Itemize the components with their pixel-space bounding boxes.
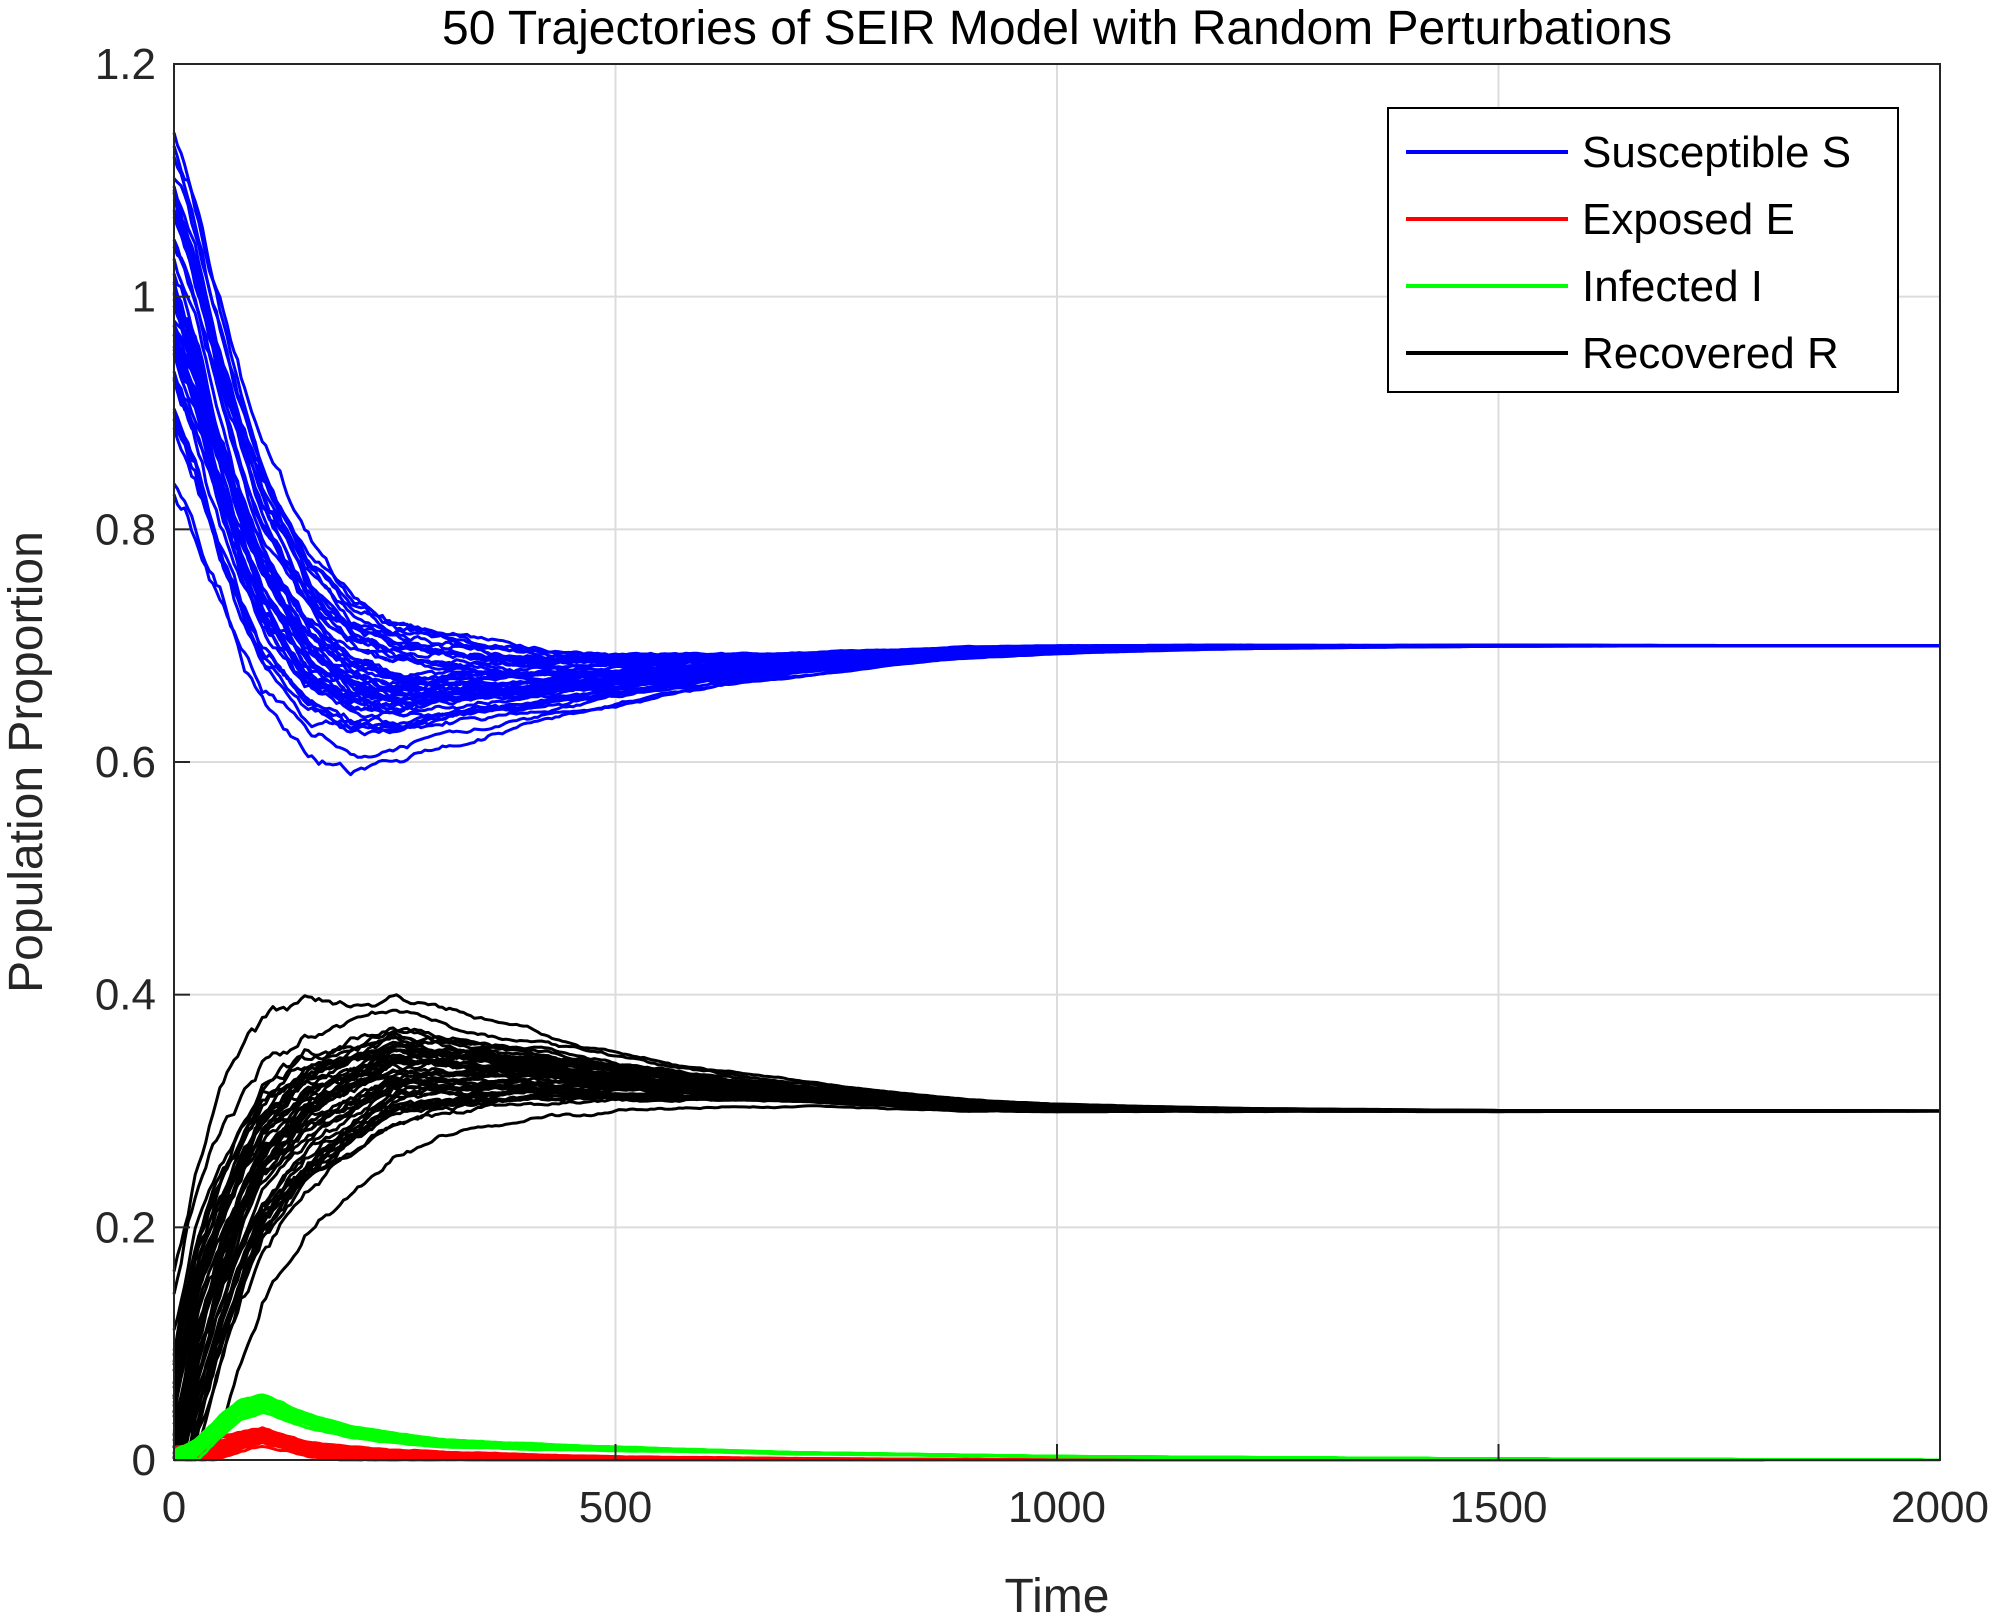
y-tick-label: 1: [132, 273, 156, 322]
series-susceptible-s: [172, 132, 1941, 777]
x-tick-label: 2000: [1891, 1483, 1989, 1532]
y-tick-label: 1.2: [95, 40, 156, 89]
trajectory-line: [172, 1026, 1941, 1356]
x-tick-label: 1500: [1450, 1483, 1548, 1532]
x-tick-label: 0: [162, 1483, 186, 1532]
legend-box: [1387, 107, 1899, 393]
y-tick-label: 0.4: [95, 971, 156, 1020]
axis-ticks: 0 500 1000 1500 2000 0 0.2 0.4 0.6 0.8 1 1.2: [95, 40, 1989, 1532]
y-tick-label: 0.6: [95, 738, 156, 787]
x-tick-label: 1000: [1008, 1483, 1106, 1532]
legend-label: Susceptible S: [1582, 128, 1851, 177]
y-tick-label: 0.8: [95, 505, 156, 554]
x-axis-label: Time: [1005, 1570, 1110, 1621]
y-tick-label: 0: [132, 1436, 156, 1485]
chart-title: 50 Trajectories of SEIR Model with Rando…: [442, 2, 1672, 55]
y-axis-label: Population Proportion: [0, 531, 53, 993]
trajectory-line: [172, 482, 1940, 759]
legend-label: Exposed E: [1582, 195, 1795, 244]
y-tick-label: 0.2: [95, 1203, 156, 1252]
legend-label: Recovered R: [1582, 329, 1839, 378]
legend-label: Infected I: [1582, 262, 1763, 311]
series-recovered-r: [172, 993, 1941, 1462]
legend: Susceptible S Exposed E Infected I Recovere…: [1387, 107, 1899, 393]
x-tick-label: 500: [579, 1483, 652, 1532]
